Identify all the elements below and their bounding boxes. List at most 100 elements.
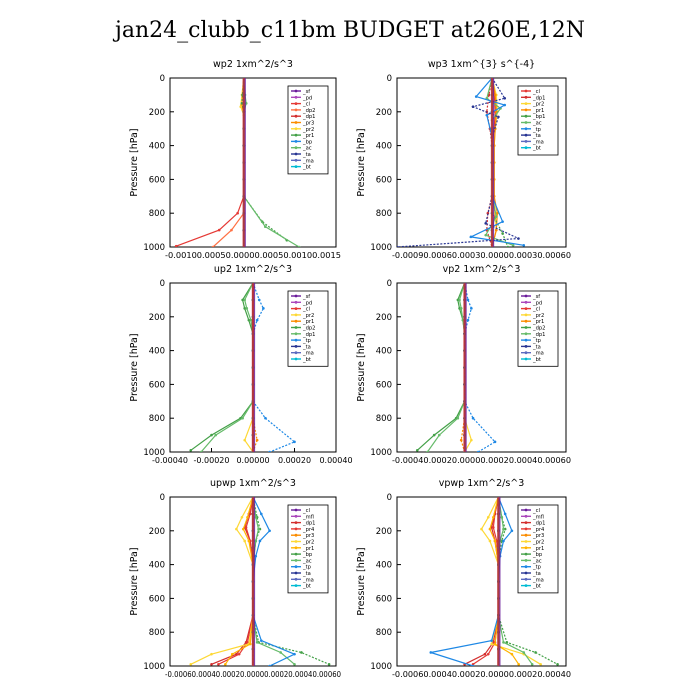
chart-panel-4: vp2 1xm^2/s^3 Pressure [hPa] 0 200 400 600 800… (356, 264, 571, 465)
legend-marker (294, 577, 298, 581)
series-point (484, 233, 488, 237)
y-tick-label: 800 (376, 209, 392, 219)
legend-entry: _pr1 (532, 546, 544, 552)
x-tick-label: 0.00020 (278, 456, 311, 465)
plot-frame (396, 282, 567, 453)
series-point (492, 515, 495, 519)
series-point (263, 225, 267, 229)
legend-entry: _pd (302, 300, 312, 306)
legend-marker (294, 326, 298, 329)
legend-marker (524, 108, 528, 112)
series-point (230, 228, 233, 232)
y-tick-label: 1000 (370, 662, 392, 672)
y-tick-label: 200 (376, 313, 392, 323)
legend-marker (294, 121, 298, 124)
legend-marker (524, 345, 528, 348)
legend-entry: _ac (302, 558, 312, 564)
legend-entry: _bt (302, 357, 311, 363)
legend-marker (524, 559, 528, 562)
legend-entry: _ma (302, 158, 314, 164)
series-point (456, 416, 460, 420)
legend-marker (524, 351, 528, 355)
legend-entry: _bt (532, 146, 541, 152)
series-point (510, 652, 514, 656)
legend-marker (524, 533, 528, 537)
series-point (522, 651, 526, 654)
series-point (268, 450, 271, 452)
x-tick-label: -0.00020 (194, 456, 230, 465)
legend-entry: _sf (302, 294, 310, 300)
legend-entry: _ta (302, 344, 311, 350)
series-line-dp2 (416, 283, 466, 451)
legend-box (517, 290, 559, 367)
legend-entry: _pr4 (302, 527, 315, 533)
series-point (470, 307, 473, 310)
series-point (502, 539, 505, 543)
plot-frame (396, 77, 567, 248)
series-point (471, 664, 475, 666)
series-point (257, 298, 261, 302)
legend-marker (524, 89, 528, 93)
series-point (494, 215, 498, 218)
series-point (483, 652, 487, 656)
series-point (458, 298, 461, 302)
legend-marker (294, 108, 298, 112)
x-tick-labels: -0.00090.00060.00030.00000.00030.00060 (392, 251, 571, 260)
legend-entry: _dp2 (302, 108, 315, 114)
legend-entry: _dp1 (532, 521, 545, 527)
legend-entry: _pr1 (532, 319, 544, 325)
series-point (490, 639, 493, 642)
legend-marker (294, 533, 298, 537)
legend-entry: _dp1 (532, 332, 545, 338)
series-point (248, 512, 252, 516)
series-point (503, 103, 507, 107)
legend-marker (294, 527, 298, 531)
legend-marker (524, 140, 528, 143)
series-group (429, 497, 559, 666)
y-tick-label: 600 (376, 175, 392, 185)
chart-panel-5: upwp 1xm^2/s^3 Pressure [hPa] 0 200 400 600 80… (129, 478, 341, 679)
legend-entry: _pr2 (532, 313, 544, 319)
y-tick-label: 600 (149, 175, 165, 185)
series-point (432, 433, 436, 437)
series-point (268, 529, 271, 533)
y-tick-label: 0 (387, 279, 392, 289)
legend-entry: _tp (532, 127, 542, 133)
y-tick-label: 400 (149, 347, 165, 357)
series-point (486, 515, 490, 519)
series-point (254, 554, 258, 558)
series-point (492, 526, 495, 529)
legend-entry: _dp2 (302, 326, 315, 332)
y-tick-label: 400 (149, 142, 165, 152)
series-point (522, 244, 526, 247)
legend-marker (294, 146, 298, 150)
y-tick-label: 200 (376, 527, 392, 537)
legend-entry: _cl (302, 102, 310, 108)
legend-marker (524, 121, 528, 124)
series-point (293, 652, 296, 656)
series-line-dp1 (211, 497, 254, 665)
series-point (243, 539, 246, 543)
legend-entry: _pr2 (302, 313, 314, 319)
series-point (217, 663, 220, 666)
y-tick-label: 600 (149, 594, 165, 604)
y-tick-label: 600 (376, 380, 392, 390)
series-point (503, 96, 507, 100)
legend: _cl_mfl_dp1_pr4_pr3_pr2_pr1_bp_ac_tp_ta_… (287, 504, 329, 594)
legend-marker (294, 357, 298, 361)
y-tick-label: 200 (149, 527, 165, 537)
series-point (459, 438, 463, 442)
y-tick-label: 0 (387, 74, 392, 84)
legend: _cl_mfl_dp1_pr4_pr3_pr2_pr1_bp_ac_tp_ta_… (517, 504, 559, 594)
series-point (199, 450, 203, 452)
series-point (237, 652, 241, 656)
legend-marker (294, 127, 298, 131)
y-tick-label: 1000 (143, 448, 165, 458)
series-point (471, 105, 475, 109)
legend-marker (294, 521, 298, 524)
series-point (476, 450, 480, 452)
series-point (503, 512, 507, 516)
plot-frame (396, 496, 567, 667)
chart-title: vp2 1xm^2/s^3 (443, 264, 521, 275)
legend-marker (524, 294, 528, 298)
